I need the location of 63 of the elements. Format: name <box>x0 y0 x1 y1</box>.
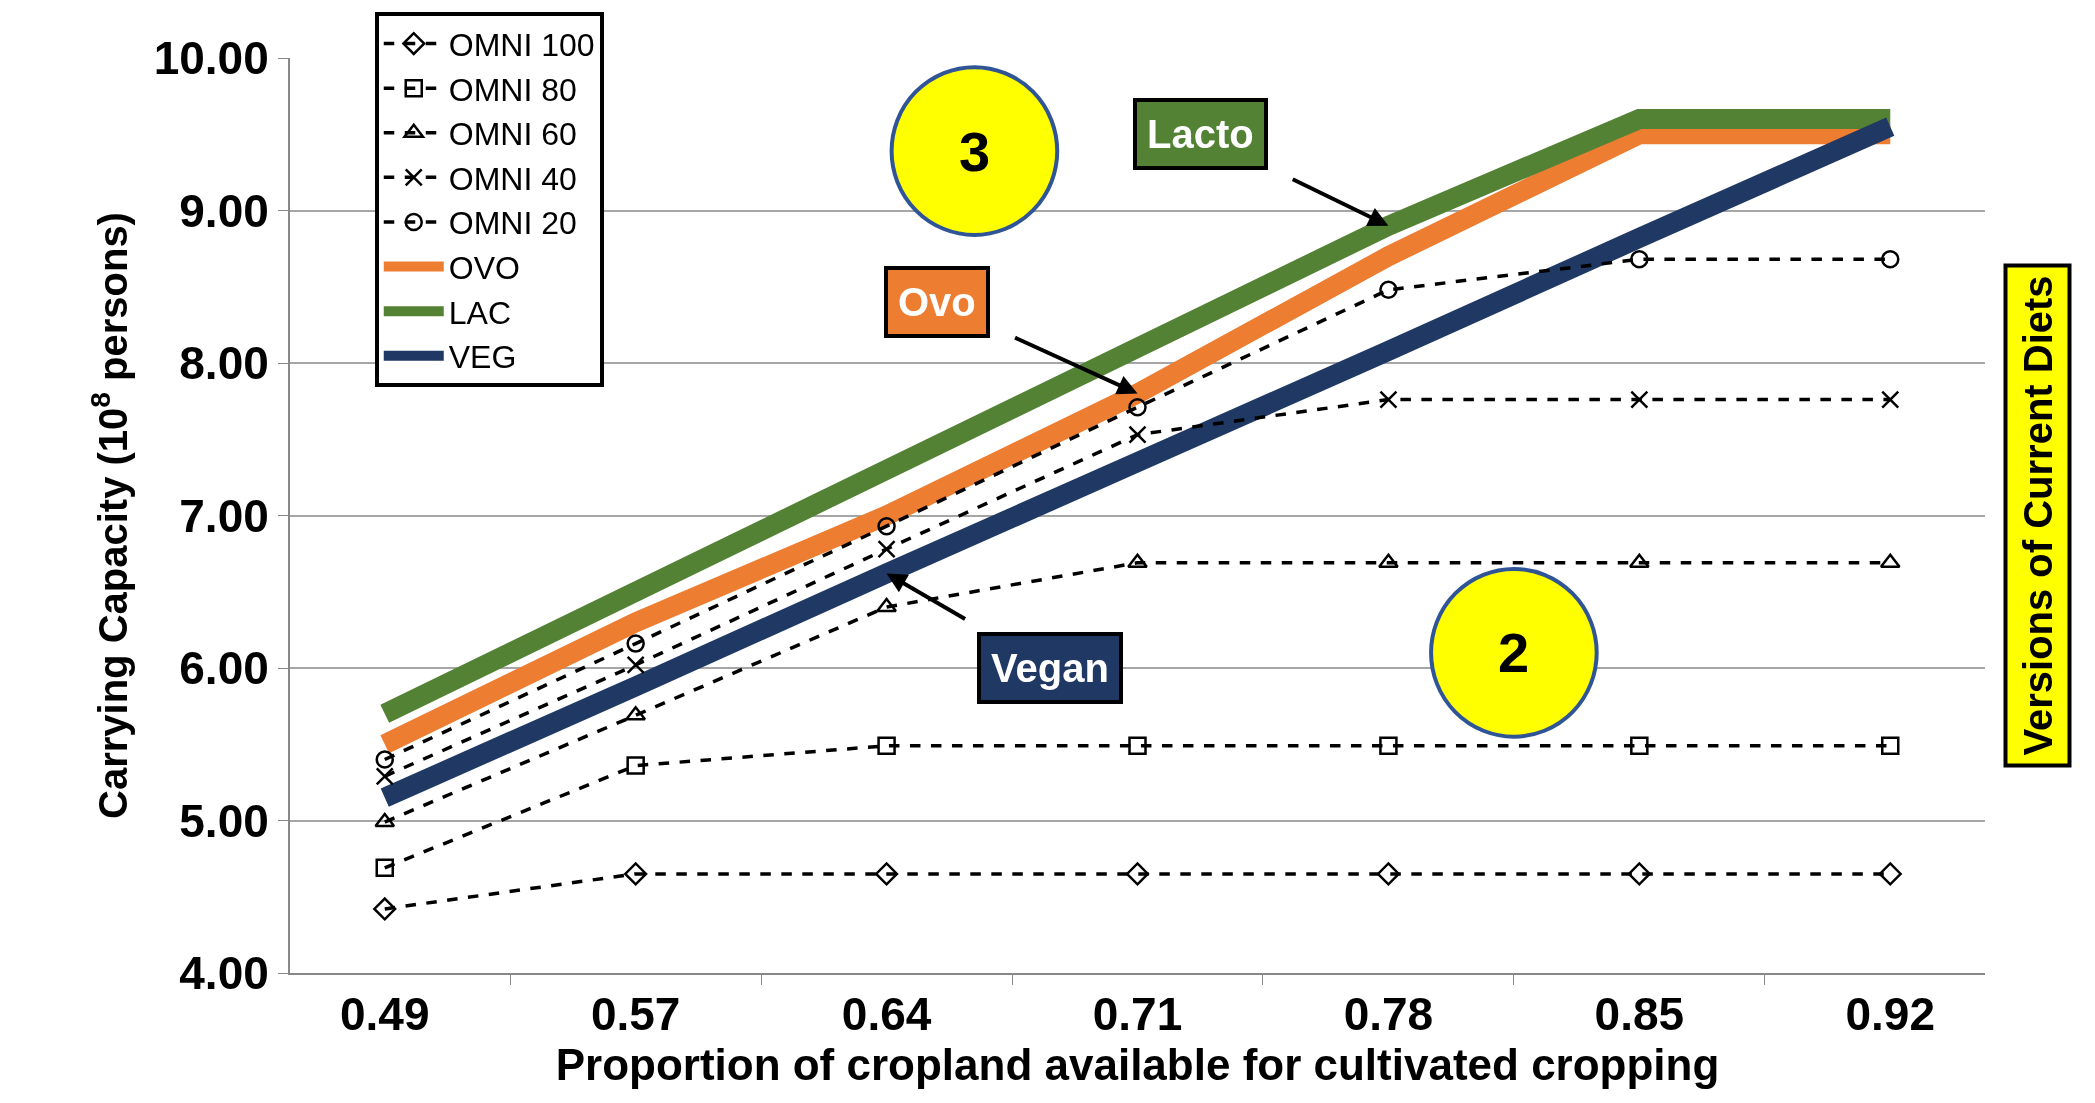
point <box>1128 736 1147 756</box>
y-tick-label: 4.00 <box>179 947 269 1000</box>
y-tick-label: 9.00 <box>179 184 269 237</box>
point <box>375 858 394 878</box>
legend-label: VEG <box>448 339 517 376</box>
point <box>1881 736 1900 756</box>
point <box>876 597 898 613</box>
text: Versions of Current Diets <box>2015 275 2060 756</box>
x-tick-label: 0.85 <box>1594 988 1685 1041</box>
legend-label: OMNI 40 <box>448 160 577 197</box>
point <box>1630 250 1649 269</box>
point <box>1128 425 1147 444</box>
legend-label: OMNI 20 <box>448 205 577 242</box>
x-axis-title: Proportion of cropland available for cultivated cropping <box>555 1040 1720 1090</box>
annotation: Vegan <box>991 646 1109 690</box>
annotation: 2 <box>1498 621 1530 684</box>
legend-label: OMNI 60 <box>448 116 577 153</box>
point <box>1127 553 1148 569</box>
point <box>1379 390 1398 409</box>
x-tick-label: 0.78 <box>1343 988 1434 1041</box>
annotation: Lacto <box>1147 112 1254 156</box>
legend-label: OMNI 100 <box>448 27 595 64</box>
legend-label: OMNI 80 <box>448 71 577 108</box>
point <box>1630 736 1649 756</box>
y-tick-label: 7.00 <box>179 489 269 542</box>
y-tick-label: 10.00 <box>153 32 269 85</box>
x-tick-label: 0.49 <box>339 988 430 1041</box>
point <box>1879 553 1901 569</box>
y-tick-label: 8.00 <box>179 337 269 390</box>
x-tick-label: 0.71 <box>1092 988 1183 1041</box>
y-tick-label: 6.00 <box>179 642 269 695</box>
point <box>1379 280 1398 300</box>
point <box>877 516 896 536</box>
point <box>1881 250 1900 269</box>
point <box>877 539 896 559</box>
point <box>624 862 648 886</box>
point <box>626 634 645 653</box>
point <box>375 750 394 769</box>
point <box>626 655 645 675</box>
point <box>1128 397 1147 417</box>
point <box>1878 862 1902 886</box>
legend-label: OVO <box>448 250 520 287</box>
x-tick-label: 0.57 <box>590 988 681 1041</box>
point <box>1627 862 1651 886</box>
y-tick-label: 5.00 <box>179 794 269 847</box>
point <box>1881 390 1900 409</box>
point <box>374 812 396 828</box>
point <box>874 862 899 886</box>
x-tick-label: 0.64 <box>841 988 932 1041</box>
legend-label: LAC <box>448 294 511 331</box>
point <box>1376 862 1401 886</box>
point <box>1630 390 1649 409</box>
point <box>877 736 896 756</box>
point <box>1628 553 1650 569</box>
annotation: Ovo <box>898 280 976 324</box>
point <box>375 767 394 786</box>
point <box>1125 862 1150 886</box>
point <box>1377 553 1399 569</box>
x-tick-label: 0.92 <box>1845 988 1936 1041</box>
annotation: 3 <box>959 120 991 183</box>
point <box>1379 736 1398 756</box>
point <box>373 897 397 921</box>
point <box>626 756 645 775</box>
